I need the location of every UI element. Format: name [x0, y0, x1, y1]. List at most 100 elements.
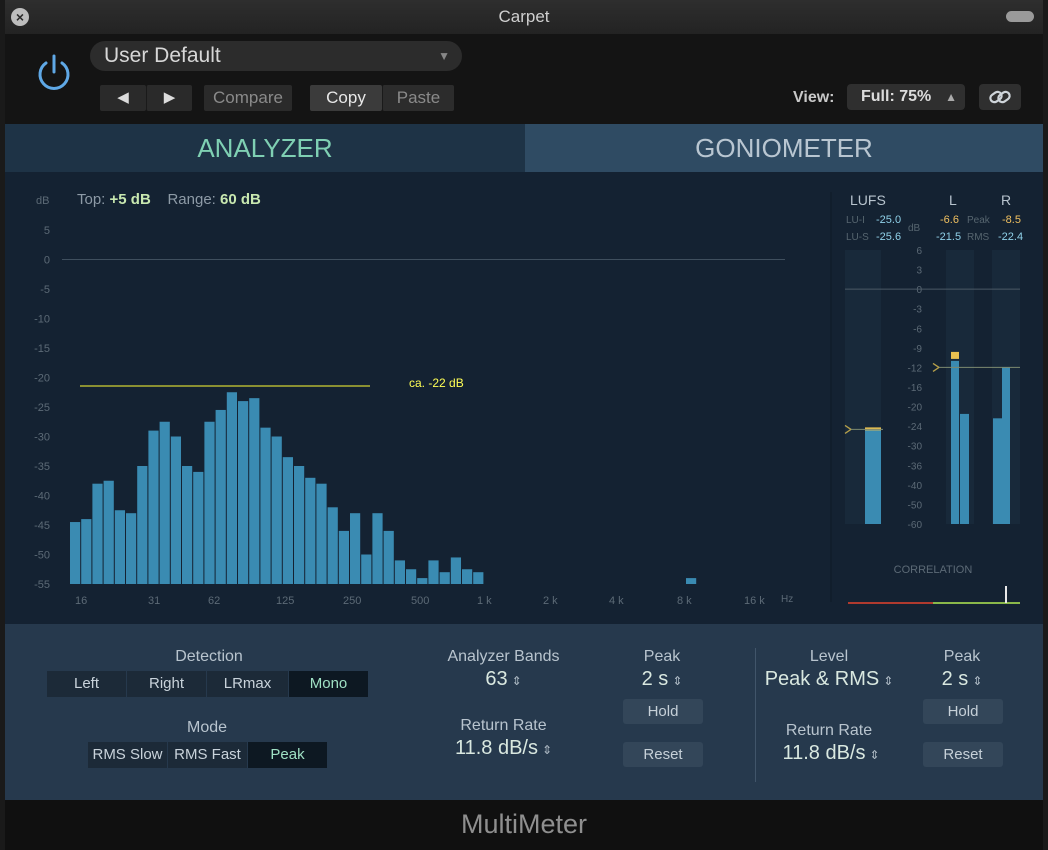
toolbar-toggle-button[interactable] [1006, 11, 1034, 22]
level-reset-button[interactable]: Reset [923, 742, 1003, 767]
level-peak-label: Peak [943, 648, 981, 665]
previous-preset-button[interactable]: ◀ [100, 85, 146, 111]
mode-peak-button[interactable]: Peak [248, 742, 328, 768]
detection-left-button[interactable]: Left [47, 671, 127, 697]
spectrum-bar [215, 409, 226, 584]
spectrum-bar [383, 530, 394, 584]
y-axis-unit: dB [36, 195, 49, 207]
level-peak-stepper[interactable]: 2 s ⇕ [917, 668, 1007, 691]
view-size-select[interactable]: Full: 75% ▲ [847, 84, 965, 110]
l-peak-value: -6.6 [940, 214, 959, 226]
spectrum-bar [450, 557, 461, 584]
meter-scale-label: -3 [913, 305, 922, 316]
level-peak-value: 2 s [941, 668, 969, 690]
meter-scale-label: 0 [916, 285, 922, 296]
right-rms-bar [993, 418, 1002, 524]
spectrum-bar [182, 466, 193, 584]
paste-button[interactable]: Paste [382, 85, 454, 111]
meter-scale-label: -24 [908, 422, 923, 433]
analyzer-display: Top: +5 dB Range: 60 dB dB 5 0 -5 -10 -15 -20-… [5, 172, 1043, 624]
spectrum-bar [226, 392, 237, 584]
analyzer-bands-value: 63 [485, 668, 508, 690]
spectrum-bar [103, 480, 114, 584]
mode-rms-slow-button[interactable]: RMS Slow [88, 742, 168, 768]
stepper-icon: ⇕ [541, 743, 553, 757]
meter-scale-label: -9 [913, 344, 922, 355]
spectrum-bar [204, 421, 215, 584]
level-target-arrow [932, 362, 941, 372]
spectrum-bar [126, 513, 137, 584]
spectrum-bar [473, 572, 484, 584]
detection-lrmax-button[interactable]: LRmax [207, 671, 289, 697]
y-tick-label: -20 [34, 373, 50, 385]
analyzer-bands-stepper[interactable]: 63 ⇕ [425, 668, 582, 691]
reset-button[interactable]: Reset [623, 742, 703, 767]
stepper-icon: ⇕ [672, 674, 683, 688]
peak-row-label: Peak [967, 215, 991, 226]
meter-scale-label: -20 [908, 403, 923, 414]
detection-right-button[interactable]: Right [127, 671, 207, 697]
tab-goniometer[interactable]: GONIOMETER [525, 124, 1043, 172]
y-tick-label: 5 [44, 225, 50, 237]
x-tick-label: 4 k [609, 595, 624, 607]
x-tick-label: 16 [75, 595, 87, 607]
meter-scale-label: -30 [908, 442, 923, 453]
lu-s-label: LU-S [846, 232, 869, 243]
x-tick-label: 2 k [543, 595, 558, 607]
l-header: L [949, 192, 957, 208]
power-icon[interactable] [33, 52, 75, 94]
meter-scale-label: -6 [913, 324, 922, 335]
spectrum-bar [338, 530, 349, 584]
correlation-label: CORRELATION [894, 564, 973, 576]
stepper-icon: ⇕ [972, 674, 983, 688]
meter-scale-label: -16 [908, 383, 923, 394]
spectrum-bar [417, 578, 428, 584]
annotation-text: ca. -22 dB [409, 376, 464, 390]
copy-button[interactable]: Copy [310, 85, 382, 111]
plugin-header: User Default ▼ ◀ ▶ Compare Copy Paste Vie… [5, 34, 1043, 124]
compare-button[interactable]: Compare [204, 85, 292, 111]
level-hold-button[interactable]: Hold [923, 699, 1003, 724]
lu-s-value: -25.6 [876, 231, 901, 243]
hold-button[interactable]: Hold [623, 699, 703, 724]
level-return-rate-stepper[interactable]: 11.8 dB/s ⇕ [761, 742, 901, 765]
spectrum-bar [327, 507, 338, 584]
spectrum-bar [428, 560, 439, 584]
spectrum-bar [137, 466, 148, 584]
preset-menu[interactable]: User Default ▼ [90, 41, 462, 71]
top-label: Top: [77, 191, 106, 208]
spectrum-bar [361, 554, 372, 584]
spectrum-bar [316, 483, 327, 584]
peak-stepper[interactable]: 2 s ⇕ [617, 668, 707, 691]
level-mode-select[interactable]: Peak & RMS ⇕ [753, 668, 905, 691]
spectrum-bar [148, 430, 159, 584]
left-peak-bar [951, 360, 959, 524]
level-return-rate-label: Return Rate [785, 722, 873, 739]
panel-divider [755, 648, 756, 782]
top-value[interactable]: +5 dB [109, 191, 151, 208]
return-rate-value: 11.8 dB/s [454, 737, 538, 759]
range-value[interactable]: 60 dB [220, 191, 261, 208]
analyzer-bands-label: Analyzer Bands [447, 648, 560, 665]
meter-scale-label: -12 [908, 363, 923, 374]
tab-analyzer[interactable]: ANALYZER [5, 124, 525, 172]
y-tick-label: -55 [34, 579, 50, 591]
spectrum-bar [114, 510, 125, 584]
left-peak-hold-marker [951, 351, 959, 359]
x-tick-label: 250 [343, 595, 361, 607]
close-button[interactable]: × [11, 8, 29, 26]
link-button[interactable] [979, 84, 1021, 110]
y-tick-label: -30 [34, 432, 50, 444]
spectrum-bar [271, 436, 282, 584]
y-tick-label: -25 [34, 402, 50, 414]
next-preset-button[interactable]: ▶ [146, 85, 192, 111]
x-tick-label: 31 [148, 595, 160, 607]
r-header: R [1001, 192, 1011, 208]
return-rate-stepper[interactable]: 11.8 dB/s ⇕ [425, 737, 582, 760]
right-peak-bar [1002, 367, 1010, 524]
meter-scale-label: -50 [908, 500, 923, 511]
mode-rms-fast-button[interactable]: RMS Fast [168, 742, 248, 768]
detection-mono-button[interactable]: Mono [289, 671, 369, 697]
stepper-icon: ▲ [945, 90, 957, 104]
